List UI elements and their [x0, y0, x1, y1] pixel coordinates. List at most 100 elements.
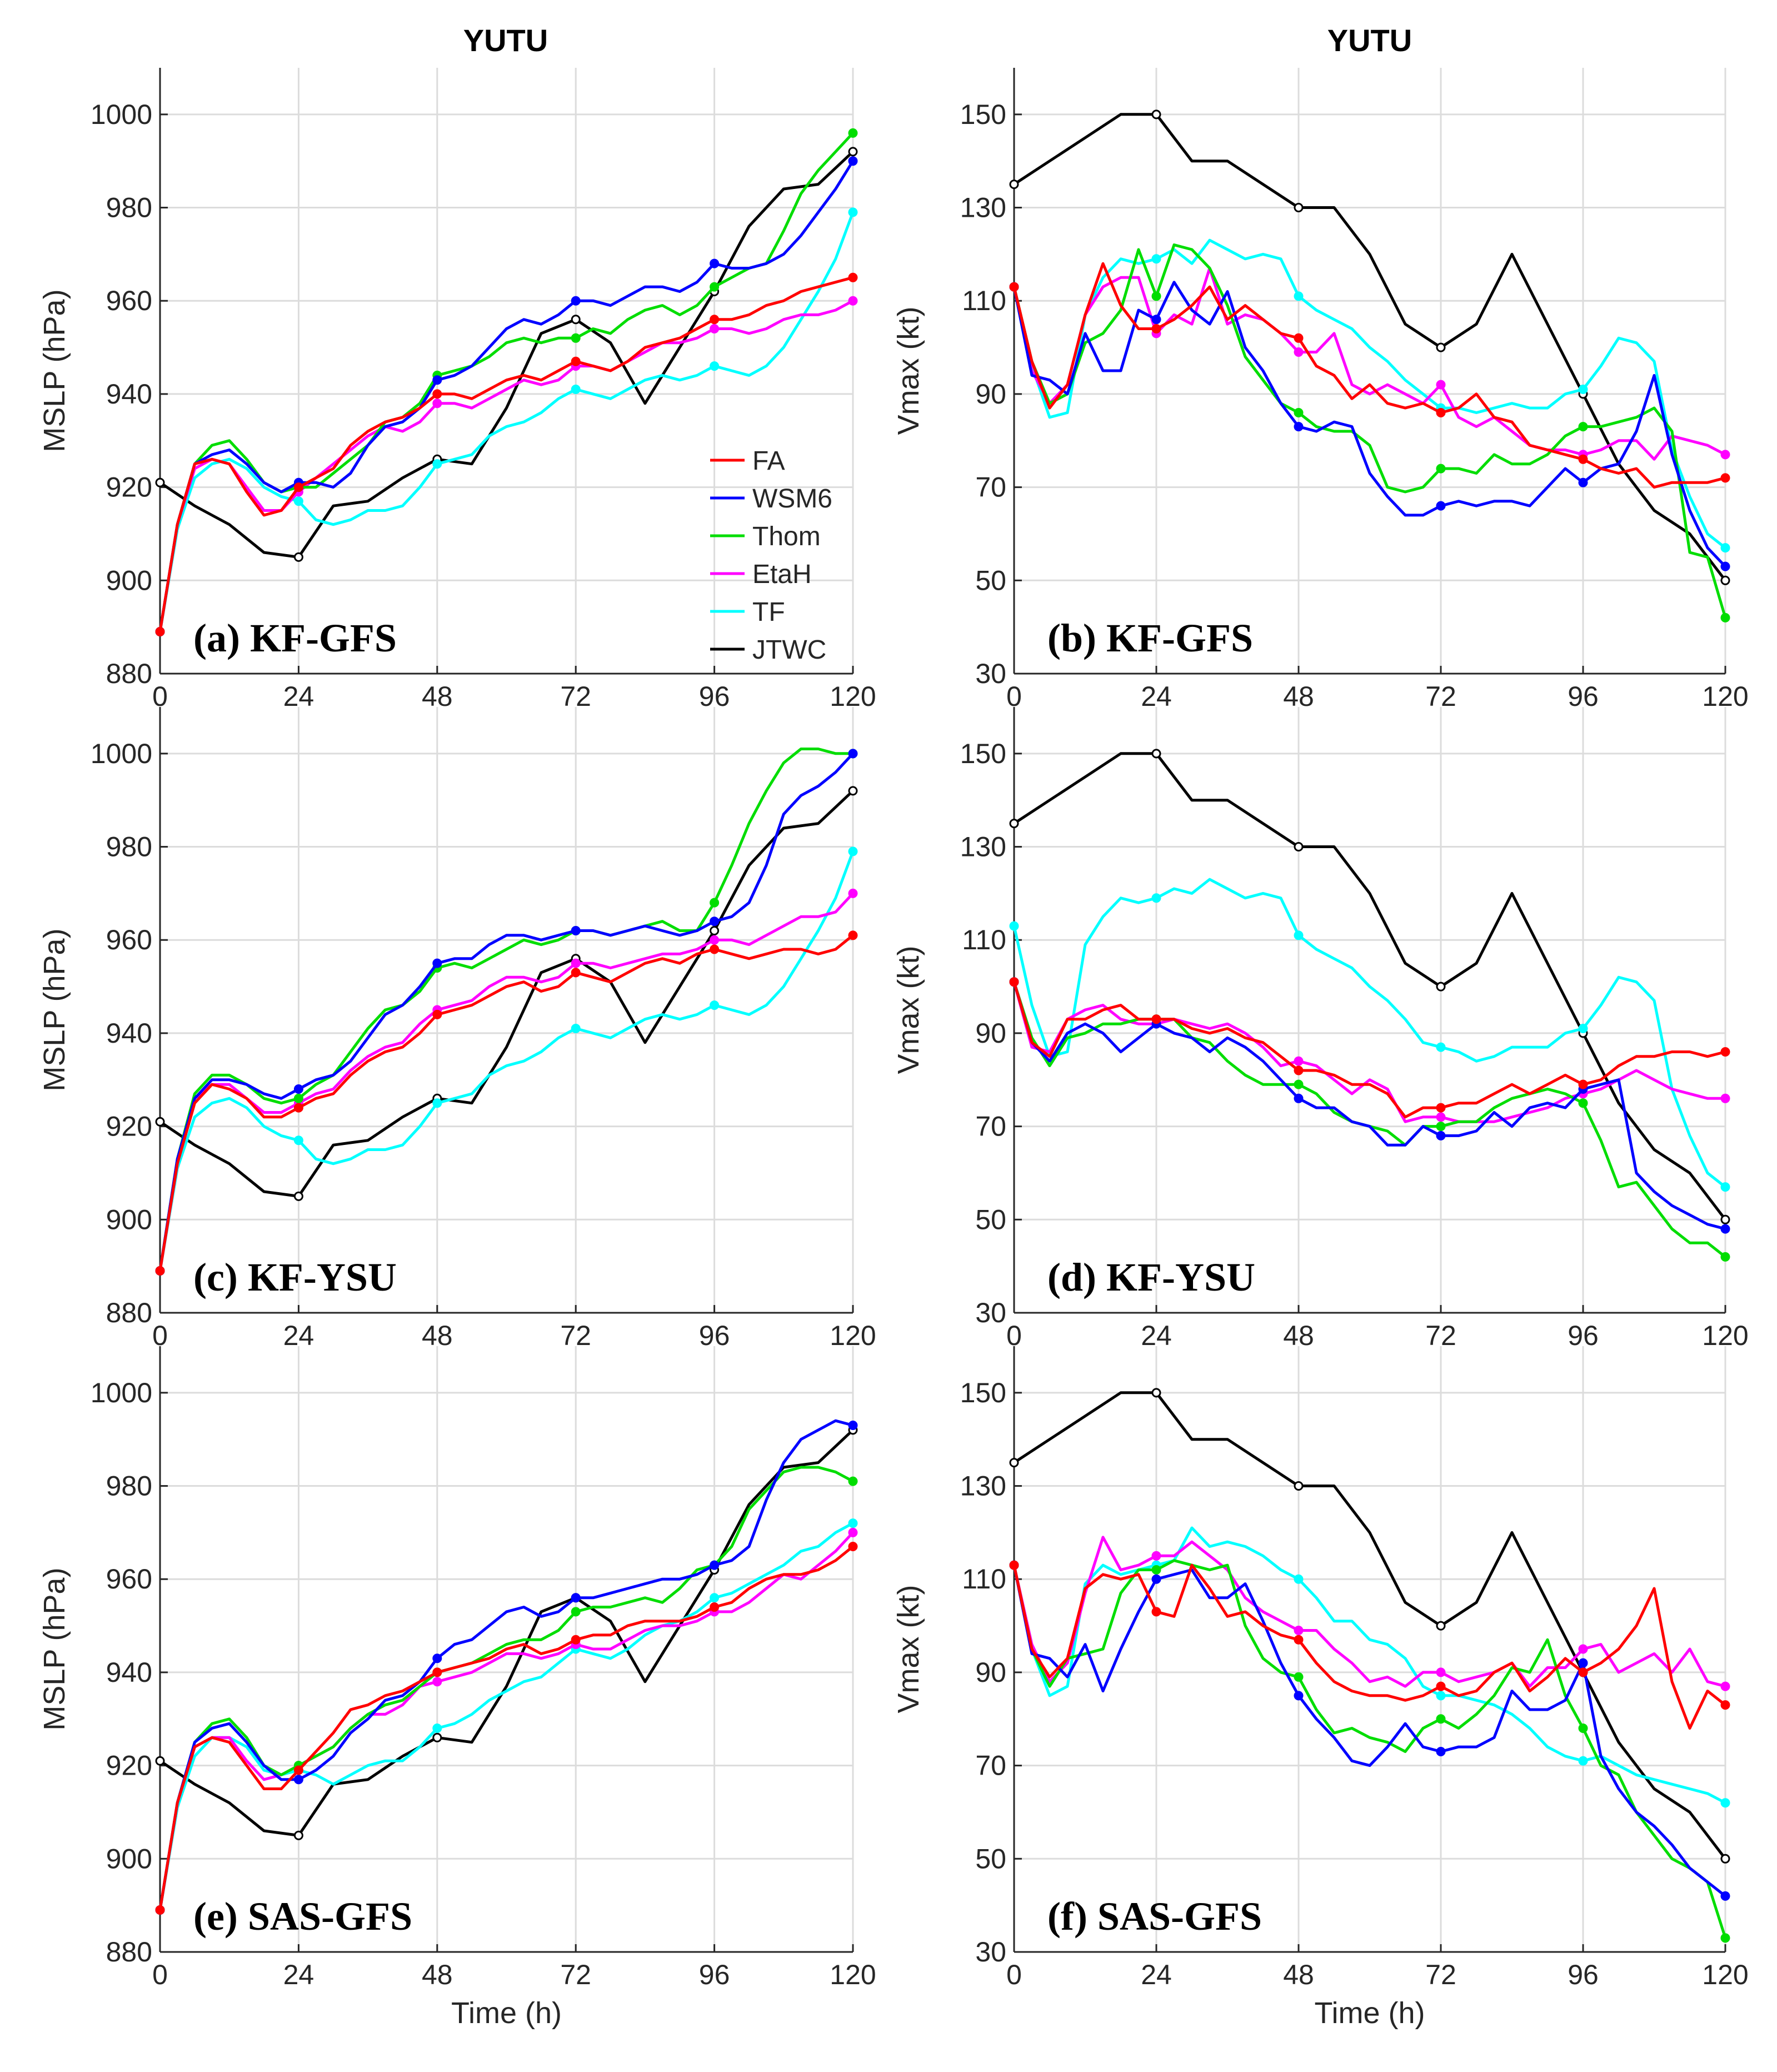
data-point-fa [1294, 333, 1304, 343]
y-tick-label: 30 [975, 658, 1006, 689]
series-line-fa [1012, 262, 1726, 489]
x-tick-label: 0 [152, 681, 168, 712]
data-point-wsm6 [710, 1560, 720, 1570]
series-line-jtwc [1013, 1391, 1726, 1860]
data-point-jtwc [432, 1732, 442, 1742]
data-point-wsm6 [293, 1775, 303, 1785]
data-point-tf [1151, 254, 1161, 264]
data-point-etah [848, 296, 858, 306]
data-point-thom [1294, 1079, 1304, 1089]
y-axis-label: Vmax (kt) [892, 1585, 925, 1713]
data-point-wsm6 [848, 156, 858, 166]
data-point-thom [1578, 1724, 1588, 1734]
data-point-tf [1578, 1024, 1588, 1034]
x-tick-label: 120 [830, 681, 876, 712]
data-point-tf [1436, 1691, 1446, 1701]
data-point-wsm6 [1720, 1224, 1730, 1234]
data-point-tf [1294, 1574, 1304, 1584]
series-line-etah [1012, 1536, 1726, 1688]
y-tick-label: 1000 [91, 1377, 152, 1408]
x-tick-label: 72 [1425, 681, 1456, 712]
data-point-etah [710, 935, 720, 945]
x-tick-label: 48 [1283, 1320, 1314, 1351]
x-tick-label: 96 [699, 1320, 730, 1351]
x-tick-label: 24 [1141, 1959, 1172, 1990]
y-tick-label: 130 [960, 1471, 1006, 1502]
y-tick-label: 900 [106, 1204, 152, 1235]
x-tick-label: 120 [830, 1320, 876, 1351]
x-tick-label: 48 [422, 681, 453, 712]
data-point-wsm6 [1578, 1658, 1588, 1668]
data-point-tf [1720, 1798, 1730, 1808]
data-point-fa [1720, 473, 1730, 483]
data-point-jtwc [848, 147, 858, 157]
y-tick-label: 1000 [91, 738, 152, 769]
x-tick-label: 120 [1702, 1320, 1748, 1351]
data-point-etah [1436, 1667, 1446, 1677]
x-tick-label: 0 [152, 1959, 168, 1990]
panel-label: (e) SAS-GFS [193, 1894, 412, 1939]
data-point-tf [571, 385, 581, 395]
y-axis-label: MSLP (hPa) [38, 289, 71, 452]
data-point-fa [293, 482, 303, 492]
data-point-fa [571, 356, 581, 366]
data-point-wsm6 [571, 1593, 581, 1603]
data-point-thom [571, 333, 581, 343]
data-point-fa [1009, 282, 1019, 292]
data-point-tf [848, 846, 858, 856]
data-point-fa [155, 627, 165, 637]
data-point-jtwc [1009, 180, 1019, 190]
x-tick-label: 24 [283, 1320, 315, 1351]
y-tick-label: 50 [975, 1843, 1006, 1874]
data-point-etah [1436, 1112, 1446, 1122]
data-point-wsm6 [1151, 315, 1161, 325]
data-point-fa [1009, 977, 1019, 987]
data-point-fa [848, 1542, 858, 1552]
series-line-etah [158, 892, 854, 1271]
series-line-jtwc [159, 151, 854, 559]
panel-d: 0 24 48 72 96 120 30 50 70 90 110 130 150 Vmax (kt) (d… [892, 707, 1749, 1351]
panel-label: (b) KF-GFS [1047, 616, 1253, 660]
series-line-wsm6 [1012, 281, 1726, 567]
data-point-thom [1578, 1098, 1588, 1108]
data-point-thom [1151, 1565, 1161, 1575]
data-point-jtwc [1436, 982, 1446, 992]
x-tick-label: 48 [422, 1320, 453, 1351]
series-line-tf [158, 1522, 854, 1910]
data-point-tf [710, 1593, 720, 1603]
x-tick-label: 24 [283, 1959, 315, 1990]
series-line-wsm6 [1012, 1565, 1726, 1897]
data-point-wsm6 [1436, 1746, 1446, 1756]
data-point-fa [1720, 1047, 1730, 1057]
x-tick-label: 96 [1568, 1320, 1599, 1351]
series-line-fa [158, 276, 853, 632]
data-point-etah [1294, 1625, 1304, 1635]
panel-c: 0 24 48 72 96 120 880 900 920 940 960 980 1000 MSLP (… [38, 707, 876, 1351]
series-line-fa [1012, 1563, 1726, 1730]
x-tick-label: 96 [1568, 681, 1599, 712]
series-line-etah [1012, 267, 1726, 461]
series-line-thom [1012, 1559, 1727, 1939]
y-tick-label: 90 [975, 378, 1006, 410]
series-line-jtwc [159, 1429, 854, 1837]
panel-f: 0 24 48 72 96 120 30 50 70 90 110 130 150 Vmax (kt) Ti… [892, 1346, 1749, 2030]
y-tick-label: 980 [106, 831, 152, 863]
data-point-wsm6 [848, 1421, 858, 1431]
y-tick-label: 90 [975, 1657, 1006, 1688]
y-tick-label: 30 [975, 1297, 1006, 1328]
data-point-etah [571, 958, 581, 968]
y-axis-label: Vmax (kt) [892, 945, 925, 1074]
data-point-tf [432, 459, 442, 469]
data-point-wsm6 [293, 1084, 303, 1094]
data-point-wsm6 [1720, 1891, 1730, 1901]
data-point-thom [293, 1093, 303, 1103]
x-tick-label: 24 [1141, 1320, 1172, 1351]
series-line-etah [158, 299, 854, 632]
data-point-wsm6 [710, 258, 720, 268]
y-tick-label: 70 [975, 1111, 1006, 1142]
data-point-thom [571, 1607, 581, 1617]
data-point-etah [848, 888, 858, 898]
data-point-wsm6 [1436, 1130, 1446, 1140]
data-point-etah [848, 1527, 858, 1537]
